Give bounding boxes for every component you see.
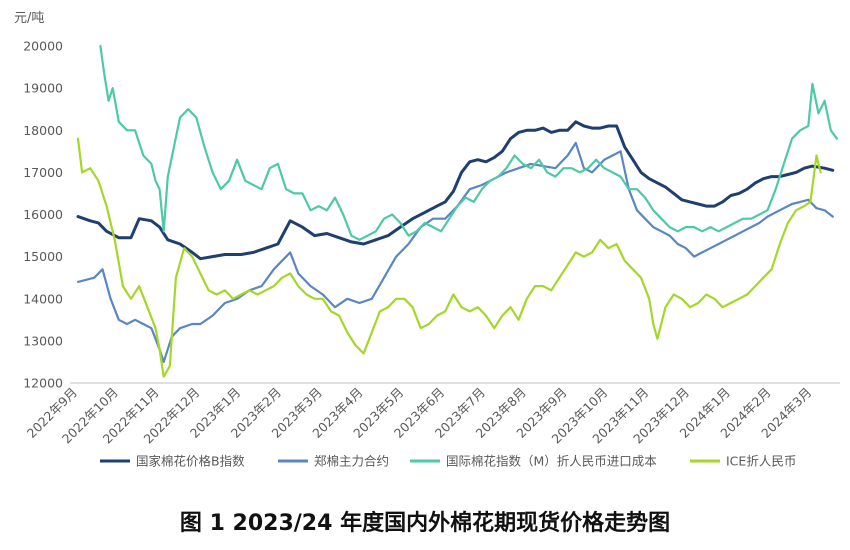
y-tick-label: 14000 <box>23 291 63 306</box>
chart-legend: 国家棉花价格B指数 郑棉主力合约 国际棉花指数（M）折人民币进口成本 ICE折人民币 <box>100 454 796 469</box>
y-axis-unit: 元/吨 <box>14 11 44 26</box>
legend-label-0: 国家棉花价格B指数 <box>136 454 245 469</box>
legend-label-1: 郑棉主力合约 <box>314 454 389 469</box>
y-tick-label: 13000 <box>23 333 63 348</box>
y-tick-label: 20000 <box>23 39 63 54</box>
series-line-2 <box>99 44 838 241</box>
x-axis-ticks: 2022年9月2022年10月2022年11月2022年12月2023年1月20… <box>24 385 815 447</box>
y-tick-label: 15000 <box>23 249 63 264</box>
series-layer <box>76 44 838 378</box>
series-line-0 <box>76 120 835 261</box>
y-axis-ticks: 12000 13000 14000 15000 16000 17000 18000 19000… <box>23 39 63 391</box>
y-tick-label: 19000 <box>23 81 63 96</box>
series-line-1 <box>76 141 834 363</box>
y-tick-label: 17000 <box>23 165 63 180</box>
y-tick-label: 16000 <box>23 207 63 222</box>
y-tick-label: 12000 <box>23 376 63 391</box>
series-line-3 <box>76 137 822 378</box>
figure-caption: 图 1 2023/24 年度国内外棉花期现货价格走势图 <box>179 511 671 536</box>
y-tick-label: 18000 <box>23 123 63 138</box>
legend-label-2: 国际棉花指数（M）折人民币进口成本 <box>446 454 657 469</box>
price-trend-chart: 元/吨 120001300014000150001600017000180001… <box>14 11 840 469</box>
legend-label-3: ICE折人民币 <box>726 454 796 469</box>
